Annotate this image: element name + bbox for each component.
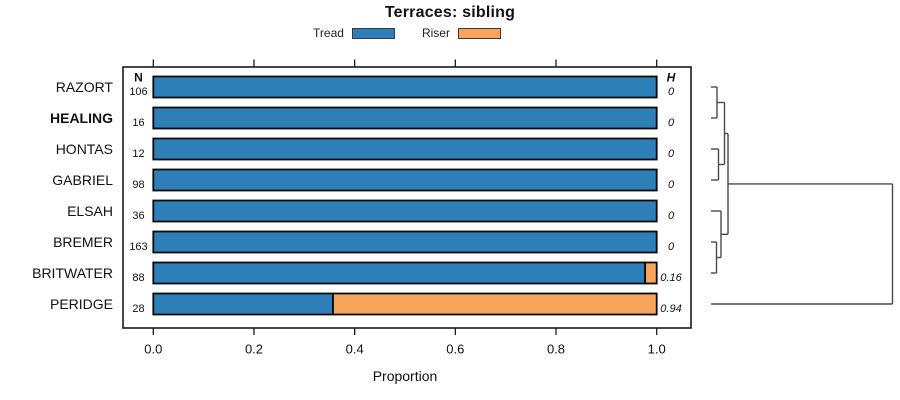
h-value: 0.94	[660, 303, 681, 315]
bar-tread-segment	[152, 199, 658, 223]
bar-tread-segment	[152, 168, 658, 192]
x-axis-tick-label: 0.0	[144, 342, 162, 357]
bar-row: BREMER 163 0	[53, 230, 675, 254]
legend-swatch-tread	[351, 27, 395, 39]
plot-box	[122, 66, 692, 329]
bar-tread-segment	[152, 137, 658, 161]
bar-tread-segment	[152, 106, 658, 130]
h-value: 0	[668, 210, 675, 222]
bar-tread-segment	[152, 230, 658, 254]
chart-title: Terraces: sibling	[384, 4, 516, 21]
n-value: 28	[132, 303, 144, 315]
x-axis-tick-label: 1.0	[648, 342, 666, 357]
bar-row: GABRIEL 98 0	[52, 168, 675, 192]
bar-row: HONTAS 12 0	[56, 137, 675, 161]
x-axis-tick-label: 0.8	[547, 342, 565, 357]
h-value: 0	[668, 117, 675, 129]
row-label: RAZORT	[56, 79, 114, 95]
n-value: 163	[129, 241, 147, 253]
bar-row: PERIDGE 28 0.94	[50, 292, 682, 316]
legend-swatch-riser	[457, 27, 501, 39]
h-value: 0	[668, 179, 675, 191]
n-value: 98	[132, 179, 144, 191]
dendrogram	[711, 86, 894, 305]
x-axis-tick-label: 0.2	[245, 342, 263, 357]
bar-tread-segment	[152, 292, 334, 316]
bar-row: ELSAH 36 0	[67, 199, 675, 223]
x-axis-tick-label: 0.6	[446, 342, 464, 357]
row-label: BRITWATER	[32, 265, 113, 281]
legend-item-riser: Riser	[422, 26, 501, 40]
bar-row: RAZORT 106 0	[56, 75, 675, 99]
row-label: HONTAS	[56, 141, 113, 157]
h-value: 0	[668, 148, 675, 160]
n-column-header: N	[134, 71, 143, 85]
row-label: BREMER	[53, 234, 113, 250]
x-axis-label: Proportion	[373, 368, 438, 384]
n-value: 88	[132, 272, 144, 284]
bar-row: BRITWATER 88 0.16	[32, 261, 683, 285]
row-label: PERIDGE	[50, 296, 113, 312]
x-axis-tick-label: 0.4	[346, 342, 364, 357]
h-value: 0.16	[660, 272, 682, 284]
bar-row: HEALING 16 0	[50, 106, 675, 130]
bar-tread-segment	[152, 75, 658, 99]
n-value: 12	[132, 148, 144, 160]
bar-tread-segment	[152, 261, 647, 285]
legend-item-tread: Tread	[313, 26, 395, 40]
n-value: 106	[129, 86, 147, 98]
x-axis: 0.0 0.2 0.4 0.6 0.8 1.0 Proportion	[144, 59, 666, 384]
bar-riser-segment	[332, 292, 658, 316]
bar-riser-segment	[644, 261, 658, 285]
n-value: 36	[132, 210, 144, 222]
legend-label-riser: Riser	[421, 26, 450, 40]
h-value: 0	[668, 241, 675, 253]
legend-label-tread: Tread	[313, 26, 344, 40]
row-label: HEALING	[50, 110, 113, 126]
legend: Tread Riser	[123, 25, 691, 41]
row-label: ELSAH	[67, 203, 113, 219]
h-column-header: H	[667, 71, 676, 85]
h-value: 0	[668, 86, 675, 98]
row-label: GABRIEL	[52, 172, 113, 188]
n-value: 16	[132, 117, 144, 129]
